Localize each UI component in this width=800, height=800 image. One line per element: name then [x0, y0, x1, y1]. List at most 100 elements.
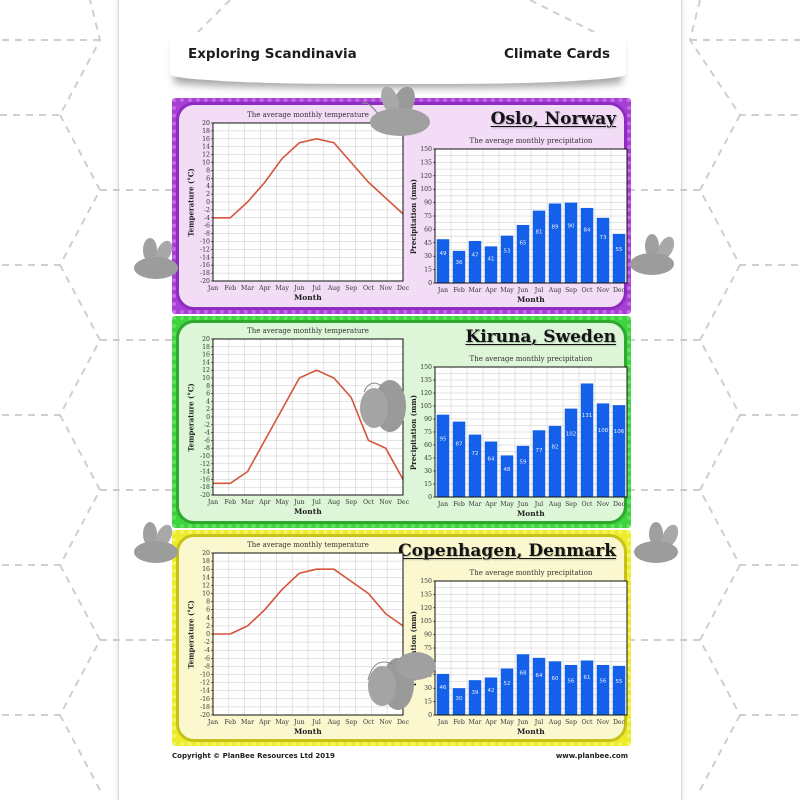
svg-text:-4: -4 — [204, 647, 210, 654]
card-panel: Copenhagen, Denmark The average monthly … — [176, 534, 628, 742]
x-axis-label: Month — [294, 727, 322, 736]
svg-text:May: May — [500, 287, 514, 294]
precipitation-chart: The average monthly precipitation 150 135 1… — [407, 567, 631, 743]
svg-text:May: May — [275, 499, 289, 506]
svg-text:16: 16 — [202, 566, 210, 573]
svg-text:Sep: Sep — [565, 287, 577, 294]
svg-text:64: 64 — [536, 673, 543, 679]
bee-icon — [360, 380, 406, 432]
svg-text:Apr: Apr — [484, 501, 496, 508]
svg-text:-20: -20 — [200, 712, 210, 719]
svg-text:Jun: Jun — [517, 719, 528, 726]
x-axis-label: Month — [294, 507, 322, 516]
svg-text:75: 75 — [424, 645, 432, 652]
svg-text:Aug: Aug — [327, 719, 340, 726]
x-axis-label: Month — [517, 509, 545, 518]
svg-text:55: 55 — [616, 247, 623, 253]
svg-text:Jan: Jan — [207, 285, 218, 292]
svg-text:150: 150 — [420, 578, 432, 585]
precipitation-chart: The average monthly precipitation 150 135 1… — [407, 135, 631, 311]
worksheet-page — [118, 0, 682, 800]
svg-text:30: 30 — [424, 253, 432, 260]
svg-text:90: 90 — [568, 224, 575, 230]
x-axis-label: Month — [294, 293, 322, 302]
svg-text:Jun: Jun — [293, 499, 304, 506]
svg-text:Jul: Jul — [311, 285, 320, 292]
svg-text:Mar: Mar — [241, 719, 254, 726]
svg-text:Apr: Apr — [484, 287, 496, 294]
svg-text:95: 95 — [440, 436, 447, 442]
svg-text:6: 6 — [206, 175, 210, 182]
climate-card-oslo: Oslo, Norway The average monthly tempera… — [172, 98, 631, 314]
svg-text:-6: -6 — [204, 655, 210, 662]
svg-text:105: 105 — [420, 186, 432, 193]
svg-text:61: 61 — [584, 675, 591, 681]
svg-text:12: 12 — [202, 152, 210, 159]
svg-text:77: 77 — [536, 448, 543, 454]
svg-text:-10: -10 — [200, 672, 210, 679]
svg-text:4: 4 — [206, 615, 210, 622]
svg-text:4: 4 — [206, 183, 210, 190]
svg-text:90: 90 — [424, 200, 432, 207]
city-title: Oslo, Norway — [490, 109, 616, 129]
svg-text:Jan: Jan — [437, 719, 448, 726]
temperature-chart: The average monthly temperature 20 18 16 14 1… — [185, 325, 410, 523]
svg-text:Mar: Mar — [469, 501, 482, 508]
svg-text:Aug: Aug — [327, 285, 340, 292]
svg-text:Nov: Nov — [597, 287, 610, 294]
svg-text:18: 18 — [202, 128, 210, 135]
svg-text:120: 120 — [420, 605, 432, 612]
svg-text:-16: -16 — [200, 476, 210, 483]
svg-text:Nov: Nov — [379, 499, 392, 506]
website-link[interactable]: www.planbee.com — [555, 752, 628, 760]
svg-text:49: 49 — [440, 251, 447, 257]
svg-text:Apr: Apr — [258, 719, 270, 726]
svg-text:150: 150 — [420, 146, 432, 153]
svg-text:Nov: Nov — [379, 285, 392, 292]
svg-text:May: May — [500, 719, 514, 726]
svg-text:-6: -6 — [204, 437, 210, 444]
svg-text:Apr: Apr — [258, 499, 270, 506]
svg-text:105: 105 — [420, 403, 432, 410]
temperature-plot: 20181614121086420-2-4-6-8-10-12-14-16-18… — [200, 336, 410, 506]
svg-text:72: 72 — [472, 451, 479, 457]
svg-text:120: 120 — [420, 390, 432, 397]
svg-text:-18: -18 — [200, 484, 210, 491]
city-title: Kiruna, Sweden — [465, 327, 616, 347]
svg-text:Feb: Feb — [224, 499, 236, 506]
svg-text:Sep: Sep — [565, 719, 577, 726]
copyright-text: Copyright © PlanBee Resources Ltd 2019 — [172, 752, 335, 760]
svg-text:108: 108 — [598, 428, 609, 434]
svg-text:-6: -6 — [204, 223, 210, 230]
svg-text:Jul: Jul — [311, 719, 320, 726]
svg-text:2: 2 — [206, 191, 210, 198]
temperature-plot: 20181614121086420-2-4-6-8-10-12-14-16-18… — [200, 120, 410, 292]
svg-text:18: 18 — [202, 558, 210, 565]
svg-text:Feb: Feb — [453, 501, 465, 508]
svg-text:135: 135 — [420, 591, 432, 598]
svg-text:20: 20 — [202, 120, 210, 127]
svg-text:73: 73 — [600, 235, 607, 241]
y-axis-label: Temperature (°C) — [186, 599, 196, 669]
svg-text:-2: -2 — [204, 639, 210, 646]
svg-text:Aug: Aug — [548, 501, 561, 508]
svg-text:May: May — [275, 285, 289, 292]
svg-text:60: 60 — [552, 676, 559, 682]
bee-icon — [361, 86, 430, 136]
svg-text:-20: -20 — [200, 492, 210, 499]
svg-text:0: 0 — [206, 199, 210, 206]
svg-text:82: 82 — [552, 445, 559, 451]
svg-text:-2: -2 — [204, 207, 210, 214]
card-panel: Oslo, Norway The average monthly tempera… — [176, 102, 628, 310]
svg-text:May: May — [275, 719, 289, 726]
svg-text:6: 6 — [206, 607, 210, 614]
svg-text:Dec: Dec — [613, 501, 626, 508]
svg-text:65: 65 — [520, 240, 527, 246]
svg-text:Oct: Oct — [581, 719, 593, 726]
svg-text:120: 120 — [420, 173, 432, 180]
svg-text:-4: -4 — [204, 215, 210, 222]
chart-title: The average monthly temperature — [247, 111, 369, 119]
